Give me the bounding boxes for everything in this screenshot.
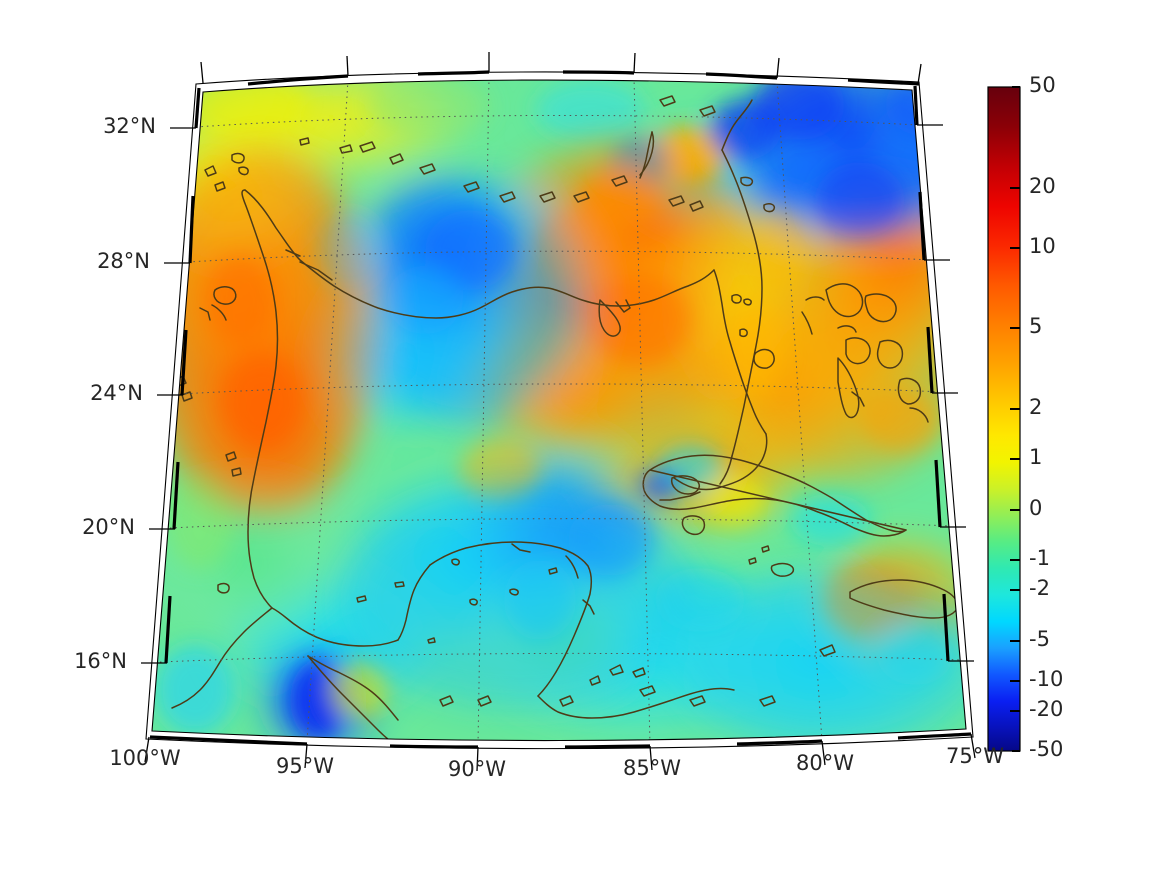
frame-ticks-top [247,70,920,86]
map-data-field [152,80,966,741]
colorbar-label-neg1: -1 [1029,546,1050,570]
colorbar-label-20: 20 [1029,174,1056,198]
lat-label-20n: 20°N [82,515,135,539]
colorbar-label-neg50: -50 [1029,737,1064,761]
colorbar-gradient [987,86,1021,752]
colorbar-label-neg2: -2 [1029,576,1050,600]
colorbar-label-1: 1 [1029,445,1043,469]
colorbar[interactable] [987,86,1021,752]
lon-label-95w: 95°W [276,754,334,778]
lat-label-24n: 24°N [90,381,143,405]
field-blend-pass [152,80,966,741]
colorbar-label-neg5: -5 [1029,627,1050,651]
axis-tick-marks [141,52,976,772]
lon-label-100w: 100°W [109,746,181,770]
colorbar-label-2: 2 [1029,395,1043,419]
colorbar-label-5: 5 [1029,314,1043,338]
lat-label-32n: 32°N [103,114,156,138]
lon-label-90w: 90°W [448,757,506,781]
map-frame [141,52,976,772]
lon-label-75w: 75°W [946,744,1004,768]
lon-label-85w: 85°W [623,756,681,780]
colorbar-label-50: 50 [1029,73,1056,97]
colorbar-label-neg10: -10 [1029,667,1064,691]
colorbar-label-neg20: -20 [1029,697,1064,721]
frame-ticks-left [164,87,201,664]
lon-label-80w: 80°W [796,751,854,775]
coastlines [171,95,959,741]
frame-ticks-bottom [149,732,972,749]
colorbar-ticks [1010,86,1020,752]
colorbar-label-10: 10 [1029,234,1056,258]
lat-label-16n: 16°N [74,649,127,673]
graticule-gridlines [159,80,964,741]
lat-label-28n: 28°N [97,249,150,273]
colorbar-label-0: 0 [1029,496,1043,520]
frame-ticks-right [913,85,950,662]
